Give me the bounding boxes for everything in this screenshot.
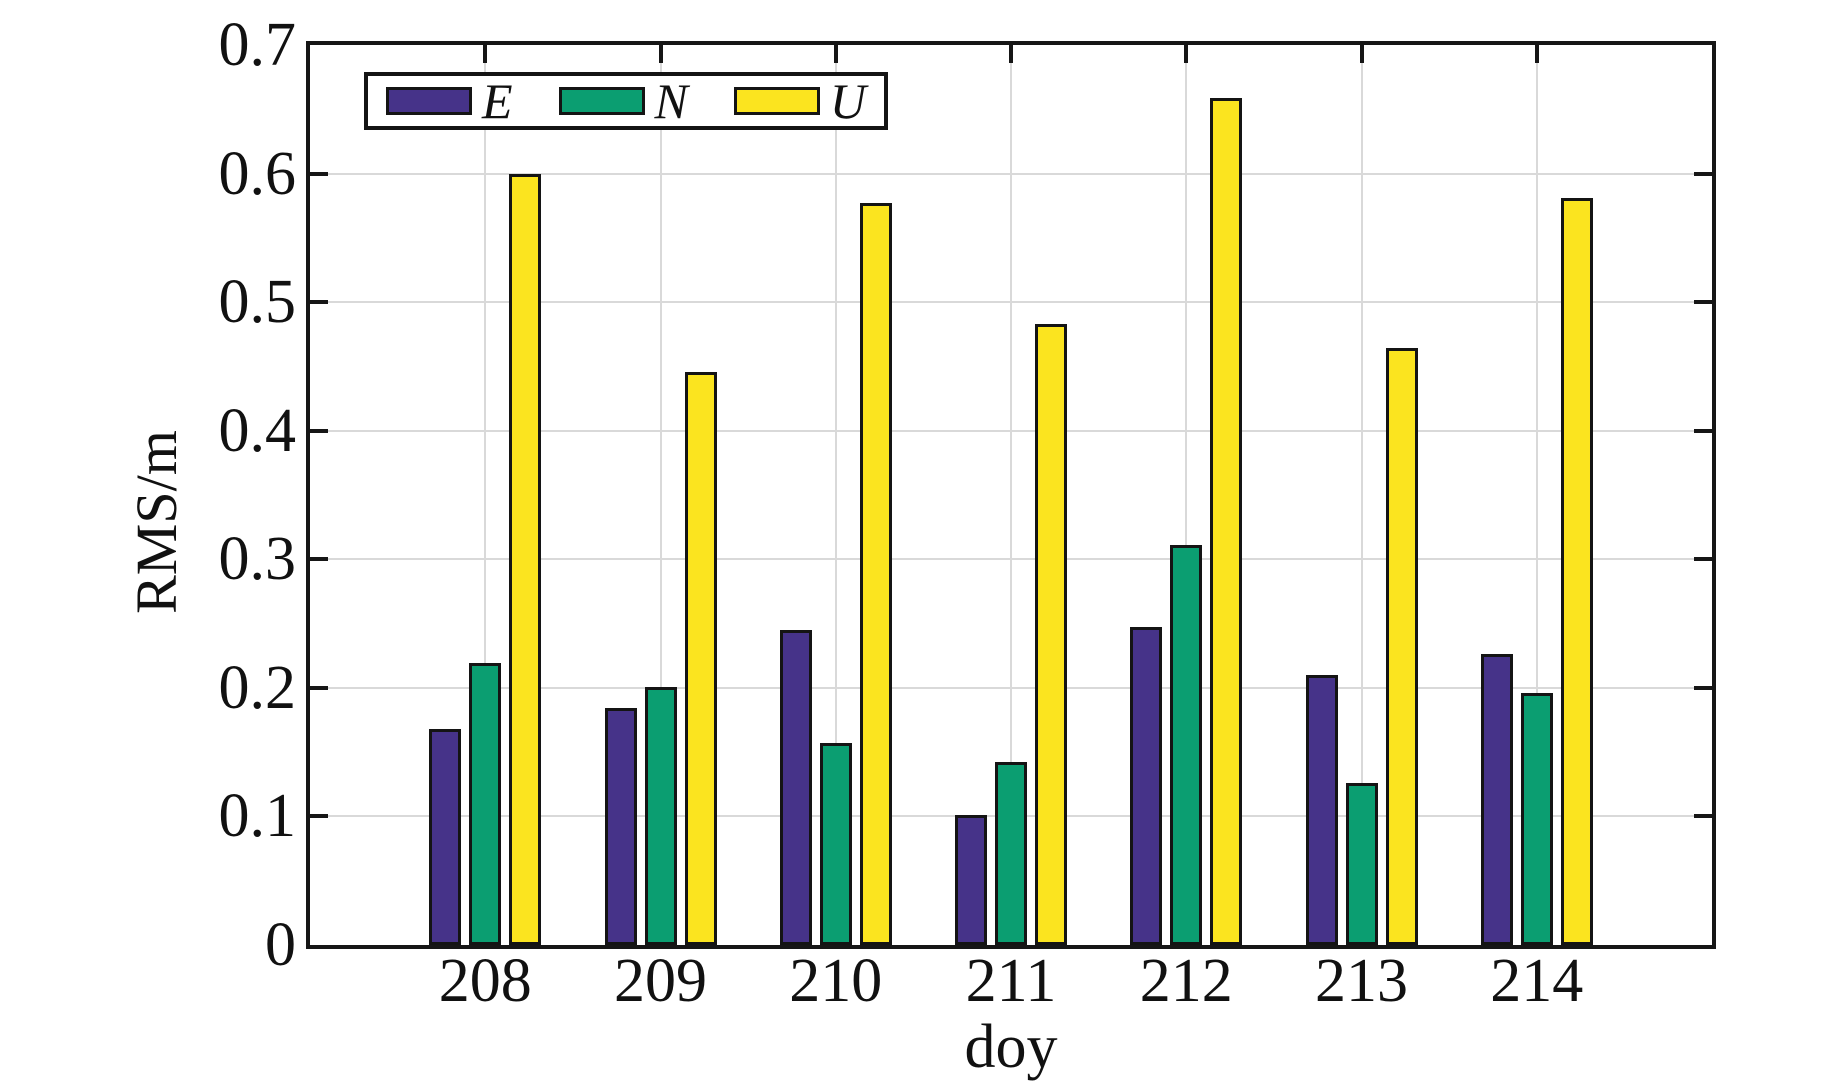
y-tick-label: 0: [265, 911, 296, 979]
y-axis-tick: [310, 685, 328, 690]
y-tick-label: 0.3: [218, 525, 297, 594]
y-tick-label: 0.4: [218, 396, 297, 465]
bar-N-214: [1520, 693, 1553, 945]
y-axis-tick: [1694, 171, 1712, 176]
x-axis-tick: [483, 45, 488, 63]
y-axis-tick: [1694, 300, 1712, 305]
x-axis-tick: [1009, 45, 1013, 63]
bar-E-208: [429, 729, 462, 945]
gridline-vertical: [1360, 45, 1363, 945]
bar-U-210: [859, 203, 892, 945]
bar-N-210: [819, 743, 852, 945]
y-tick-label: 0.1: [218, 782, 297, 851]
legend-item-N: N: [558, 73, 734, 129]
bar-E-213: [1305, 675, 1338, 945]
legend-label-E: E: [482, 73, 513, 129]
plot-area: [306, 41, 1716, 949]
gridline-vertical: [1535, 45, 1538, 945]
legend-label-U: U: [829, 73, 867, 129]
bar-N-209: [644, 687, 677, 945]
bar-U-211: [1035, 324, 1067, 945]
bar-N-211: [995, 762, 1027, 945]
x-axis-tick: [833, 45, 838, 63]
x-axis-tick: [1534, 45, 1539, 63]
x-tick-label: 209: [614, 947, 707, 1015]
y-tick-label: 0.6: [218, 139, 297, 208]
legend-item-E: E: [386, 76, 559, 126]
y-tick-label: 0.5: [218, 268, 297, 337]
bar-U-212: [1210, 98, 1243, 945]
legend-swatch-U: [733, 87, 820, 115]
y-axis-tick: [1694, 557, 1712, 562]
bar-E-212: [1130, 627, 1163, 945]
x-tick-label: 212: [1139, 947, 1233, 1015]
gridline-vertical: [659, 45, 662, 945]
x-tick-label: 211: [965, 947, 1057, 1015]
bar-U-214: [1560, 198, 1593, 945]
bar-E-210: [779, 630, 812, 945]
y-axis-tick: [310, 300, 328, 305]
legend-swatch-N: [558, 87, 645, 115]
legend-label-N: N: [654, 73, 688, 129]
bar-E-214: [1480, 654, 1513, 945]
y-axis-tick: [310, 428, 328, 433]
x-axis-tick: [1359, 45, 1364, 63]
bar-U-209: [684, 372, 717, 945]
y-axis-tick: [310, 814, 328, 819]
y-tick-label: 0.2: [218, 653, 297, 722]
y-axis-tick: [310, 557, 328, 562]
legend-swatch-E: [386, 87, 472, 115]
y-axis-tick: [1694, 685, 1712, 690]
gridline-vertical: [484, 45, 487, 945]
x-tick-label: 210: [789, 947, 883, 1015]
gridline-vertical: [834, 45, 837, 945]
bar-N-213: [1345, 783, 1378, 945]
gridline-vertical: [1010, 45, 1012, 945]
y-axis-tick: [1694, 814, 1712, 819]
x-axis-tick: [1184, 45, 1189, 63]
x-tick-label: 214: [1490, 947, 1584, 1015]
x-tick-label: 208: [438, 947, 532, 1015]
bar-U-208: [509, 174, 542, 945]
bar-U-213: [1385, 348, 1418, 945]
bar-E-209: [604, 708, 637, 945]
gridline-vertical: [1185, 45, 1188, 945]
x-axis-title: doy: [964, 1013, 1058, 1081]
x-tick-label: 213: [1315, 947, 1408, 1015]
bar-N-208: [469, 663, 502, 945]
y-tick-label: 0.7: [218, 11, 297, 79]
bar-E-211: [955, 815, 987, 945]
y-axis-tick: [1694, 428, 1712, 433]
x-axis-tick: [658, 45, 663, 63]
bar-N-212: [1170, 545, 1203, 945]
y-axis-tick: [310, 171, 328, 176]
legend-item-U: U: [733, 73, 867, 129]
